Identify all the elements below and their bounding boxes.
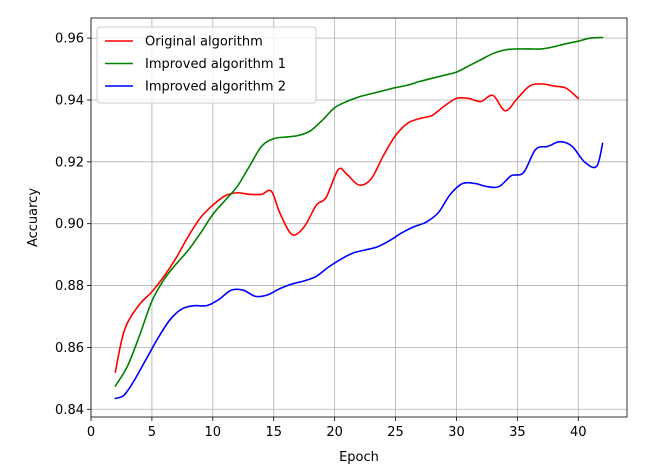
y-tick-label: 0.90	[55, 217, 84, 232]
y-axis-ticks: 0.84 0.86 0.88 0.90 0.92 0.94 0.96	[55, 32, 91, 418]
y-tick-label: 0.86	[55, 341, 84, 356]
series-line-2	[114, 36, 604, 387]
x-tick-label: 25	[387, 425, 404, 440]
legend-label-3: Improved algorithm 2	[145, 80, 286, 95]
y-tick-label: 0.96	[55, 32, 84, 47]
y-tick-label: 0.94	[55, 93, 84, 108]
x-tick-label: 10	[205, 425, 222, 440]
x-tick-label: 20	[326, 425, 343, 440]
legend-label-1: Original algorithm	[145, 35, 263, 50]
x-tick-label: 0	[87, 425, 95, 440]
x-tick-label: 5	[148, 425, 156, 440]
x-tick-label: 40	[570, 425, 587, 440]
x-tick-label: 15	[265, 425, 282, 440]
series-line-3	[114, 140, 604, 400]
y-tick-label: 0.84	[55, 403, 84, 418]
plot-area-frame	[90, 17, 628, 418]
x-axis-label: Epoch	[339, 450, 379, 465]
y-tick-label: 0.92	[55, 155, 84, 170]
legend-box	[96, 26, 317, 104]
x-tick-label: 35	[509, 425, 526, 440]
legend-label-2: Improved algorithm 1	[145, 57, 286, 72]
y-tick-label: 0.88	[55, 279, 84, 294]
y-axis-label: Accuarcy	[26, 188, 41, 247]
series-lines	[114, 36, 604, 400]
legend: Original algorithm Improved algorithm 1 Im…	[96, 26, 317, 104]
series-line-1	[114, 83, 580, 373]
x-tick-label: 30	[448, 425, 465, 440]
x-axis-ticks: 0 5 10 15 20 25 30 35 40	[87, 417, 587, 440]
